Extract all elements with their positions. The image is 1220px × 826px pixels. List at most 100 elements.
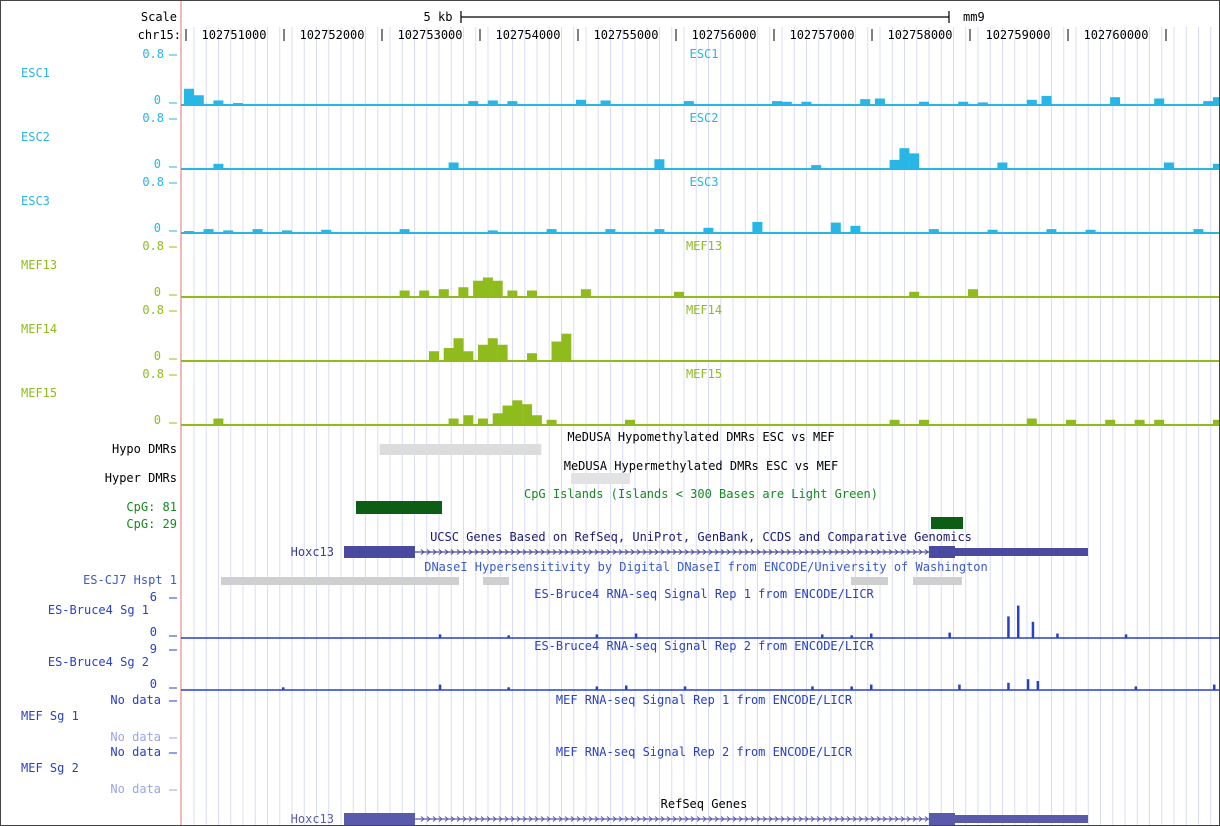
methylation-bar xyxy=(1154,98,1165,105)
strand-arrow xyxy=(720,816,725,822)
methylation-bar xyxy=(919,101,929,105)
strand-arrow xyxy=(900,549,905,555)
strand-arrow xyxy=(678,549,683,555)
rnaseq-track[interactable]: ES-Bruce4 Sg 2 ES-Bruce4 RNA-seq Signal R… xyxy=(48,639,1220,691)
strand-arrow xyxy=(624,549,629,555)
strand-arrow xyxy=(504,549,509,555)
track-min-label: 0 xyxy=(154,221,161,235)
strand-arrow xyxy=(726,816,731,822)
refseq-genes-track[interactable]: RefSeq Genes Hoxc13 xyxy=(291,797,1088,826)
strand-arrow xyxy=(480,816,485,822)
rnaseq-signal xyxy=(870,633,873,638)
methylation-bar xyxy=(448,418,459,425)
methylation-bar xyxy=(1110,97,1121,105)
strand-arrow xyxy=(612,816,617,822)
dmr-tracks[interactable]: Hypo DMRs MeDUSA Hypomethylated DMRs ESC… xyxy=(105,430,1220,485)
track-min-label: 0 xyxy=(154,413,161,427)
track-min-label: 0 xyxy=(150,677,157,691)
methylation-track[interactable]: MEF14 MEF14 0.8 0 xyxy=(21,303,1220,363)
strand-arrow xyxy=(756,549,761,555)
strand-arrow xyxy=(450,549,455,555)
methylation-bar xyxy=(203,229,214,233)
strand-arrow xyxy=(600,816,605,822)
methylation-track[interactable]: ESC3 ESC3 0.8 0 xyxy=(21,175,1220,235)
methylation-bar xyxy=(492,280,503,297)
rnaseq-tracks[interactable]: ES-Bruce4 Sg 1 ES-Bruce4 RNA-seq Signal R… xyxy=(48,587,1220,691)
rnaseq-track[interactable]: ES-Bruce4 Sg 1 ES-Bruce4 RNA-seq Signal R… xyxy=(48,587,1220,639)
strand-arrow xyxy=(816,549,821,555)
ucsc-gene-name: Hoxc13 xyxy=(291,545,334,559)
rnaseq-signal xyxy=(811,686,814,690)
methylation-bar xyxy=(1105,419,1116,425)
methylation-bar xyxy=(1213,97,1219,105)
strand-arrow xyxy=(714,816,719,822)
strand-arrow xyxy=(762,549,767,555)
strand-arrow xyxy=(870,549,875,555)
strand-arrow xyxy=(576,549,581,555)
strand-arrow xyxy=(468,816,473,822)
track-label: ES-Bruce4 Sg 2 xyxy=(48,655,149,669)
strand-arrow xyxy=(552,549,557,555)
strand-arrow xyxy=(888,549,893,555)
strand-arrow xyxy=(690,549,695,555)
strand-arrow xyxy=(588,816,593,822)
strand-arrow xyxy=(696,816,701,822)
mef-rnaseq-track[interactable]: No data MEF RNA-seq Signal Rep 2 from ENC… xyxy=(21,745,853,796)
gene-exon xyxy=(929,546,955,558)
ruler-tick-label: 102755000 xyxy=(593,28,658,42)
mef-rnaseq-tracks[interactable]: No data MEF RNA-seq Signal Rep 1 from ENC… xyxy=(21,693,853,796)
strand-arrow xyxy=(768,549,773,555)
cpg-islands-track[interactable]: CpG Islands (Islands < 300 Bases are Lig… xyxy=(126,487,963,531)
gene-utr xyxy=(955,548,1088,556)
methylation-bar xyxy=(1026,99,1037,105)
strand-arrow xyxy=(636,549,641,555)
methylation-track[interactable]: ESC1 ESC1 0.8 0 xyxy=(21,47,1220,107)
strand-arrow xyxy=(654,816,659,822)
ucsc-genes-track[interactable]: UCSC Genes Based on RefSeq, UniProt, Gen… xyxy=(291,530,1088,559)
strand-arrow xyxy=(876,549,881,555)
strand-arrow xyxy=(516,549,521,555)
methylation-bar xyxy=(1134,419,1145,425)
strand-arrow xyxy=(558,549,563,555)
strand-arrow xyxy=(852,816,857,822)
strand-arrow xyxy=(780,816,785,822)
rnaseq-signal xyxy=(595,686,599,690)
methylation-bar xyxy=(1164,162,1174,169)
track-title: MEF RNA-seq Signal Rep 2 from ENCODE/LIC… xyxy=(556,745,853,759)
no-data-label: No data xyxy=(110,693,161,707)
methylation-bar xyxy=(252,229,263,233)
methylation-bar xyxy=(487,338,498,361)
refseq-gene-model xyxy=(344,813,1088,825)
dnase-track[interactable]: DNaseI Hypersensitivity by Digital DNase… xyxy=(83,560,988,587)
strand-arrow xyxy=(918,549,923,555)
methylation-bar xyxy=(399,229,410,233)
methylation-track[interactable]: MEF13 MEF13 0.8 0 xyxy=(21,239,1220,299)
strand-arrow xyxy=(558,816,563,822)
strand-arrow xyxy=(846,549,851,555)
strand-arrow xyxy=(720,549,725,555)
strand-arrow xyxy=(528,549,533,555)
gene-exon xyxy=(344,813,415,825)
methylation-bar xyxy=(551,341,562,361)
methylation-bar xyxy=(1066,419,1076,425)
rnaseq-signal xyxy=(683,686,687,690)
strand-arrow xyxy=(846,816,851,822)
methylation-tracks[interactable]: ESC1ESC10.80ESC2ESC20.80ESC3ESC30.80MEF1… xyxy=(21,47,1220,427)
methylation-track[interactable]: MEF15 MEF15 0.8 0 xyxy=(21,367,1220,427)
dnase-title: DNaseI Hypersensitivity by Digital DNase… xyxy=(424,560,988,574)
track-title: ES-Bruce4 RNA-seq Signal Rep 2 from ENCO… xyxy=(534,639,874,653)
rnaseq-signal xyxy=(1134,686,1138,690)
strand-arrow xyxy=(774,549,779,555)
methylation-bar xyxy=(1203,101,1214,105)
mef-rnaseq-track[interactable]: No data MEF RNA-seq Signal Rep 1 from ENC… xyxy=(21,693,853,744)
strand-arrow xyxy=(474,816,479,822)
base-position-ruler[interactable]: Scale chr15: 5 kb mm9 102751000 102752000… xyxy=(138,10,1167,42)
methylation-track[interactable]: ESC2 ESC2 0.8 0 xyxy=(21,111,1220,171)
gene-utr xyxy=(955,815,1088,823)
ruler-tick-label: 102752000 xyxy=(299,28,364,42)
strand-arrow xyxy=(462,549,467,555)
cpg-island xyxy=(931,517,963,529)
strand-arrow xyxy=(912,816,917,822)
ruler-tick-label: 102757000 xyxy=(789,28,854,42)
